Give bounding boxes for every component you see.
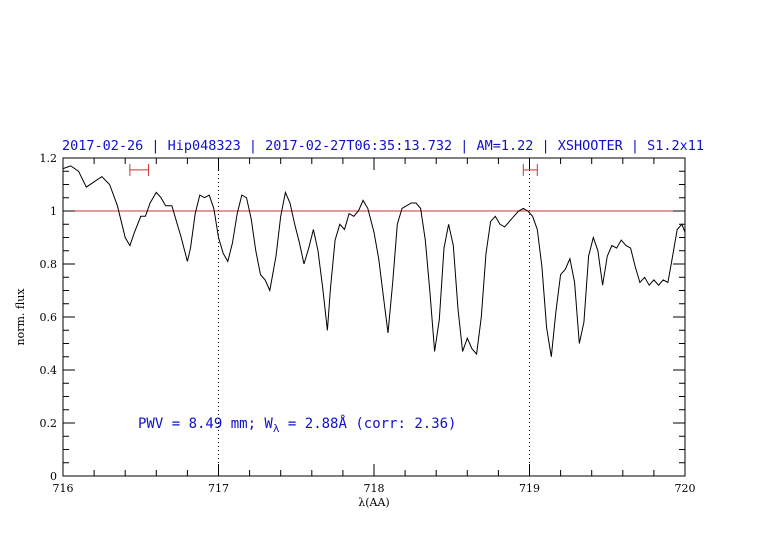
spectrum-line [62, 165, 686, 357]
x-tick-label: 718 [364, 482, 385, 495]
chart-title: 2017-02-26 | Hip048323 | 2017-02-27T06:3… [62, 138, 704, 154]
y-tick-labels: 0 0.2 0.4 0.6 0.8 1 1.2 [40, 152, 58, 483]
y-tick-label: 1 [50, 205, 57, 218]
annotation-prefix: PWV = 8.49 mm; W [138, 416, 273, 432]
y-tick-label: 0.8 [40, 258, 58, 271]
y-axis-label: norm. flux [14, 288, 27, 346]
y-tick-label: 0 [50, 470, 57, 483]
y-tick-label: 0.6 [40, 311, 58, 324]
y-tick-label: 0.4 [40, 364, 58, 377]
x-tick-labels: 716 717 718 719 720 [53, 482, 696, 495]
pwv-annotation: PWV = 8.49 mm; Wλ = 2.88Å (corr: 2.36) [138, 415, 457, 435]
annotation-suffix: = 2.88Å (corr: 2.36) [279, 415, 456, 432]
y-tick-label: 0.2 [40, 417, 58, 430]
y-tick-label: 1.2 [40, 152, 58, 165]
x-tick-label: 719 [519, 482, 540, 495]
x-tick-label: 720 [675, 482, 696, 495]
interval-markers [129, 163, 538, 176]
axis-ticks [62, 157, 686, 477]
x-tick-label: 716 [53, 482, 74, 495]
x-axis-label: λ(AA) [358, 496, 389, 509]
x-tick-label: 717 [208, 482, 229, 495]
annotation-subscript: λ [273, 422, 280, 435]
